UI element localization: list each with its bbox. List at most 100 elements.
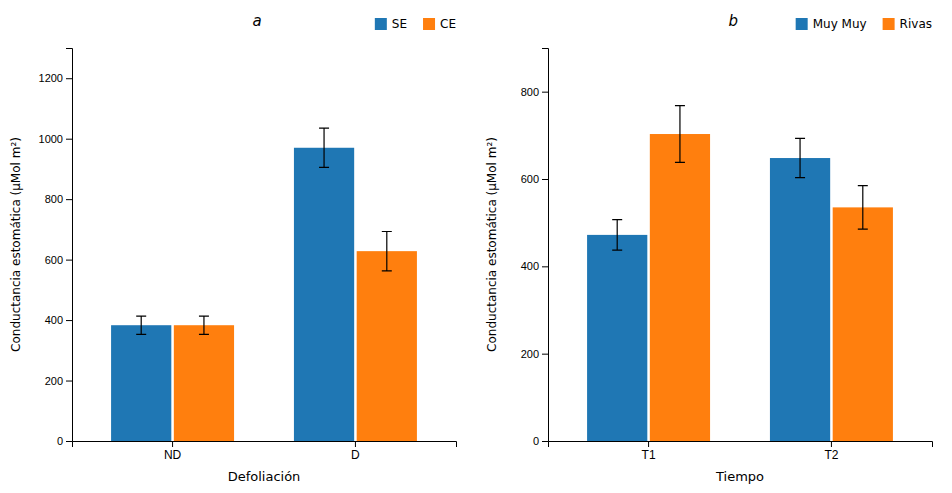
panel: T1 T2 0 200 400 600 800 Tiempo Conductancia esto… [485, 12, 933, 484]
tick-mark [542, 266, 548, 267]
error-bar [199, 316, 209, 334]
tick-mark [542, 441, 548, 442]
tick: 1000 [39, 133, 72, 145]
chart-root: ND D 0 200 400 600 800 1000 1200 Defoliación Condu… [0, 0, 952, 493]
bar [174, 325, 234, 441]
legend-item: CE [423, 17, 456, 31]
marks [111, 128, 417, 441]
tick: 600 [521, 173, 548, 185]
x-axis: ND D [73, 441, 457, 462]
legend-swatch [423, 18, 435, 30]
legend-swatch [796, 18, 808, 30]
legend-swatch [883, 18, 895, 30]
tick-label: D [351, 448, 360, 462]
panel: ND D 0 200 400 600 800 1000 1200 Defoliación Condu… [9, 12, 457, 484]
tick-mark [831, 441, 832, 447]
annotation: b [728, 12, 738, 30]
tick: 1200 [39, 72, 72, 84]
legend-item: Rivas [883, 17, 932, 31]
legend-swatch [375, 18, 387, 30]
tick-label: T2 [824, 448, 838, 462]
legend: SE CE [375, 17, 456, 31]
tick-label: 600 [45, 254, 63, 266]
tick: 200 [45, 375, 72, 387]
tick: 0 [533, 435, 548, 447]
tick-label: 400 [45, 314, 63, 326]
axis-line [549, 442, 933, 448]
y-axis: 0 200 400 600 800 [521, 49, 549, 448]
tick-label: 1200 [39, 72, 63, 84]
bar [650, 134, 710, 441]
tick-label: 0 [57, 435, 63, 447]
tick-mark [542, 179, 548, 180]
legend-item: SE [375, 17, 407, 31]
tick: ND [164, 441, 182, 462]
bar [833, 207, 893, 441]
tick-mark [66, 381, 72, 382]
x-axis-title: Defoliación [228, 469, 301, 484]
legend: Muy Muy Rivas [796, 17, 932, 31]
error-bar [136, 316, 146, 334]
bar [587, 235, 647, 441]
tick-mark [66, 260, 72, 261]
bar [770, 158, 830, 441]
tick-label: T1 [642, 448, 656, 462]
tick-mark [542, 92, 548, 93]
bar [111, 325, 171, 441]
tick: 200 [521, 348, 548, 360]
series [174, 232, 417, 441]
tick-label: 200 [45, 375, 63, 387]
tick-label: 400 [521, 260, 539, 272]
tick: T2 [824, 441, 838, 462]
tick-label: 600 [521, 173, 539, 185]
tick: 0 [57, 435, 72, 447]
error-bar [612, 220, 622, 251]
legend-item: Muy Muy [796, 17, 867, 31]
tick-label: 800 [521, 86, 539, 98]
tick-mark [355, 441, 356, 447]
tick-label: 0 [533, 435, 539, 447]
tick-label: 200 [521, 348, 539, 360]
bar [357, 251, 417, 441]
series [111, 128, 354, 441]
tick: 800 [45, 193, 72, 205]
tick-mark [66, 199, 72, 200]
legend-label: SE [392, 17, 407, 31]
x-axis-title: Tiempo [715, 469, 764, 484]
tick-mark [66, 139, 72, 140]
tick: 400 [521, 260, 548, 272]
tick-mark [648, 441, 649, 447]
marks [587, 106, 893, 441]
y-axis: 0 200 400 600 800 1000 1200 [39, 49, 73, 448]
tick: 400 [45, 314, 72, 326]
error-bar [858, 186, 868, 230]
tick-mark [66, 320, 72, 321]
legend-label: Rivas [900, 17, 932, 31]
x-axis: T1 T2 [549, 441, 933, 462]
tick: D [351, 441, 360, 462]
tick: 800 [521, 86, 548, 98]
tick: T1 [642, 441, 656, 462]
y-axis-title: Conductancia estomática (μMol m²) [9, 137, 23, 352]
legend-label: CE [440, 17, 456, 31]
bar [294, 148, 354, 441]
error-bar [675, 106, 685, 163]
legend-label: Muy Muy [813, 17, 867, 31]
y-axis-title: Conductancia estomática (μMol m²) [485, 137, 499, 352]
error-bar [795, 138, 805, 177]
error-bar [319, 128, 329, 167]
tick-mark [542, 354, 548, 355]
annotation: a [252, 12, 261, 30]
series [650, 106, 893, 441]
tick-mark [172, 441, 173, 447]
axis-line [542, 49, 549, 442]
axis-line [73, 442, 457, 448]
tick: 600 [45, 254, 72, 266]
tick-mark [66, 441, 72, 442]
error-bar [382, 232, 392, 271]
axis-line [66, 49, 73, 442]
tick-label: 1000 [39, 133, 63, 145]
tick-label: 800 [45, 193, 63, 205]
tick-label: ND [164, 448, 182, 462]
tick-mark [66, 78, 72, 79]
